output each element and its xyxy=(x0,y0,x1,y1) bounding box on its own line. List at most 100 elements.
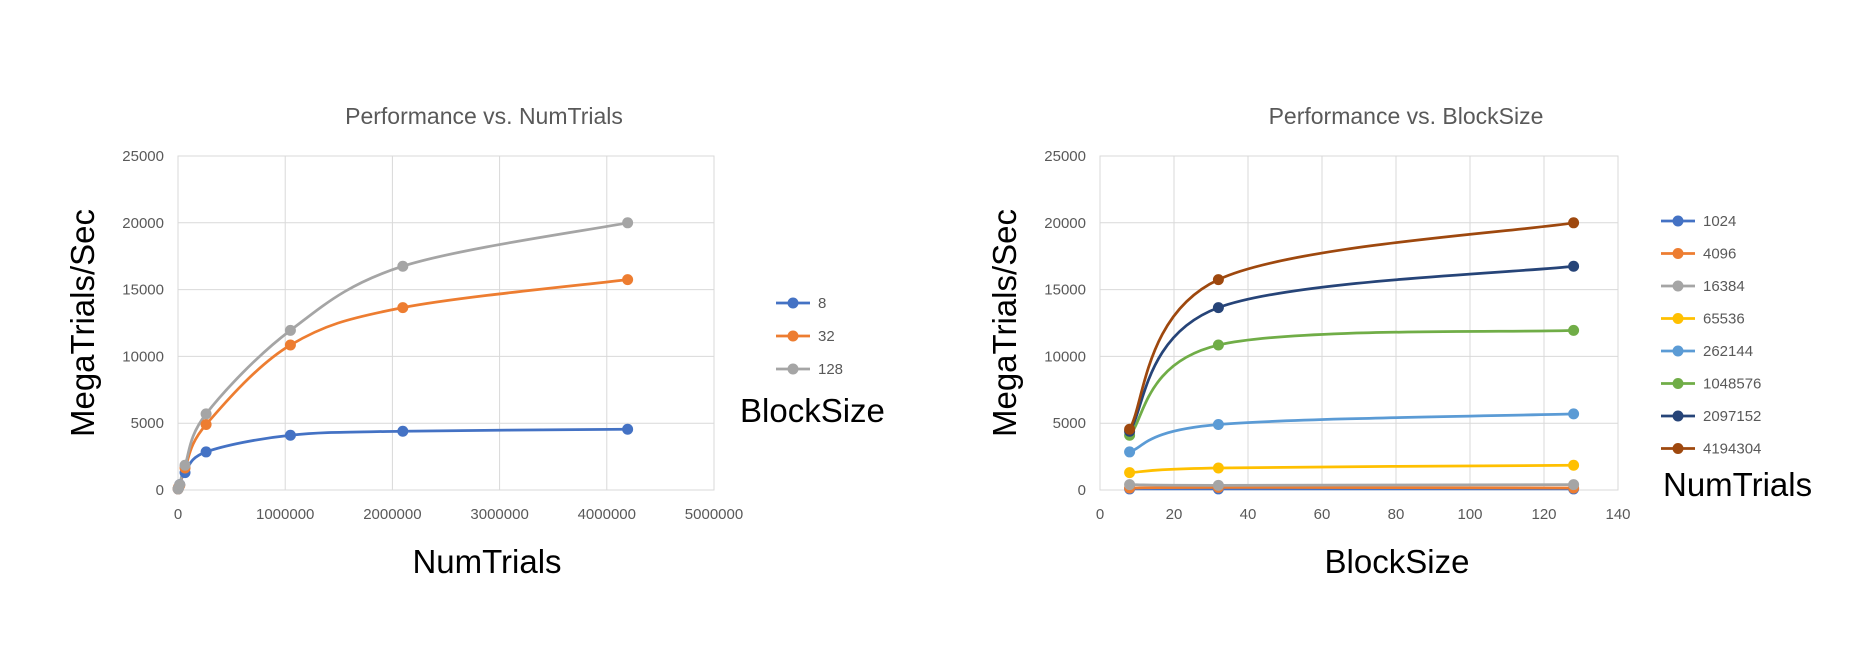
series-line-4096 xyxy=(1128,485,1575,490)
x-tick-label: 80 xyxy=(1388,506,1405,523)
legend-label: 1048576 xyxy=(1703,376,1761,393)
legend-swatch-marker xyxy=(787,363,799,375)
legend: 8 32 128 xyxy=(776,295,843,378)
x-tick-label: 4000000 xyxy=(578,506,636,523)
y-tick-label: 10000 xyxy=(1044,348,1086,365)
x-tick-label: 2000000 xyxy=(363,506,421,523)
x-tick-label: 100 xyxy=(1457,506,1482,523)
legend-label: 128 xyxy=(818,361,843,378)
data-point-128 xyxy=(174,479,186,491)
x-tick-label: 5000000 xyxy=(685,506,743,523)
series-line-8 xyxy=(176,427,630,491)
y-tick-label: 15000 xyxy=(1044,282,1086,299)
data-point-262144 xyxy=(1124,446,1136,458)
series-line-16384 xyxy=(1128,483,1575,487)
data-point-32 xyxy=(284,339,296,351)
legend-swatch-marker xyxy=(1672,378,1684,389)
data-point-128 xyxy=(397,260,409,272)
data-point-32 xyxy=(622,274,634,286)
data-point-128 xyxy=(284,324,296,336)
legend-label: 8 xyxy=(818,295,826,312)
x-tick-label: 0 xyxy=(1096,506,1104,523)
data-point-128 xyxy=(179,459,191,471)
data-point-4194304 xyxy=(1568,217,1580,229)
legend-swatch-marker xyxy=(787,297,799,309)
legend-swatch-marker xyxy=(1672,313,1684,324)
legend-label: 32 xyxy=(818,328,835,345)
y-axis-label: MegaTrials/Sec xyxy=(64,209,101,437)
x-axis-label: BlockSize xyxy=(1325,543,1470,580)
data-point-4194304 xyxy=(1212,274,1224,286)
x-tick-label: 3000000 xyxy=(470,506,528,523)
data-point-128 xyxy=(622,217,634,229)
series-line-4194304 xyxy=(1128,221,1575,431)
data-point-16384 xyxy=(1124,479,1136,491)
x-tick-label: 140 xyxy=(1605,506,1630,523)
y-tick-label: 25000 xyxy=(122,148,164,165)
legend-swatch-marker xyxy=(1672,443,1684,454)
y-tick-label: 20000 xyxy=(1044,215,1086,232)
x-tick-label: 40 xyxy=(1240,506,1257,523)
data-point-128 xyxy=(200,408,212,420)
data-point-1048576 xyxy=(1568,324,1580,336)
data-point-32 xyxy=(200,419,212,431)
data-point-65536 xyxy=(1212,462,1224,474)
y-tick-label: 5000 xyxy=(131,415,164,432)
chart-title: Performance vs. NumTrials xyxy=(345,103,623,129)
data-point-262144 xyxy=(1212,419,1224,431)
legend-swatch-marker xyxy=(1672,345,1684,357)
legend-swatch-marker xyxy=(1672,410,1684,422)
x-tick-label: 1000000 xyxy=(256,506,314,523)
legend-label: 1024 xyxy=(1703,213,1736,230)
plot-area xyxy=(1099,155,1619,491)
y-axis-label: MegaTrials/Sec xyxy=(986,209,1023,437)
y-axis-ticks: 0 5000 10000 15000 20000 25000 xyxy=(1044,148,1086,499)
legend-swatch-marker xyxy=(1672,280,1684,292)
series-lines xyxy=(1128,221,1575,491)
plot-area xyxy=(177,155,715,491)
legend-title: BlockSize xyxy=(740,392,885,429)
chart-title: Performance vs. BlockSize xyxy=(1269,103,1544,129)
y-tick-label: 5000 xyxy=(1053,415,1086,432)
y-tick-label: 0 xyxy=(1078,482,1086,499)
data-point-16384 xyxy=(1568,479,1580,491)
y-tick-label: 20000 xyxy=(122,215,164,232)
series-line-2097152 xyxy=(1128,264,1575,433)
data-point-2097152 xyxy=(1568,260,1580,272)
data-point-8 xyxy=(284,429,296,441)
legend-label: 4096 xyxy=(1703,246,1736,263)
y-axis-ticks: 0 5000 10000 15000 20000 25000 xyxy=(122,148,164,499)
x-tick-label: 20 xyxy=(1166,506,1183,523)
series-line-1048576 xyxy=(1128,328,1575,437)
legend-title: NumTrials xyxy=(1663,466,1812,503)
data-point-8 xyxy=(200,446,212,458)
legend-swatch-marker xyxy=(1672,248,1684,259)
chart-performance-vs-blocksize: Performance vs. BlockSize 0 20 40 60 80 100 12… xyxy=(986,103,1812,580)
legend-label: 262144 xyxy=(1703,343,1753,360)
x-axis-ticks: 0 1000000 2000000 3000000 4000000 5000000 xyxy=(174,506,743,523)
series-points xyxy=(172,217,634,495)
x-tick-label: 0 xyxy=(174,506,182,523)
chart-performance-vs-numtrials: Performance vs. NumTrials 0 1000000 200000… xyxy=(64,103,885,580)
legend-label: 65536 xyxy=(1703,311,1745,328)
legend-label: 16384 xyxy=(1703,278,1745,295)
y-tick-label: 15000 xyxy=(122,282,164,299)
legend-label: 2097152 xyxy=(1703,408,1761,425)
data-point-2097152 xyxy=(1212,302,1224,314)
data-point-8 xyxy=(622,423,634,435)
y-tick-label: 0 xyxy=(156,482,164,499)
data-point-65536 xyxy=(1124,467,1136,479)
gridlines xyxy=(1099,155,1619,491)
data-point-4194304 xyxy=(1124,423,1136,435)
x-axis-label: NumTrials xyxy=(412,543,561,580)
legend: 1024 4096 16384 65536 262144 1048576 2097152 41… xyxy=(1661,213,1761,458)
legend-label: 4194304 xyxy=(1703,441,1761,458)
x-axis-ticks: 0 20 40 60 80 100 120 140 xyxy=(1096,506,1631,523)
y-tick-label: 25000 xyxy=(1044,148,1086,165)
data-point-262144 xyxy=(1568,408,1580,420)
data-point-8 xyxy=(397,425,409,437)
x-tick-label: 60 xyxy=(1314,506,1331,523)
data-point-1048576 xyxy=(1212,339,1224,351)
series-points xyxy=(1124,217,1580,495)
